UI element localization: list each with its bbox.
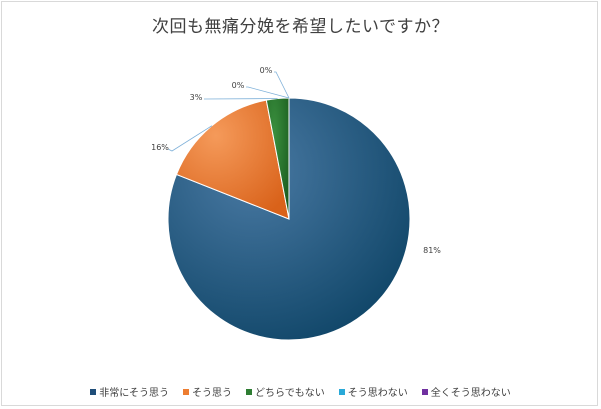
data-label: 0%: [232, 81, 245, 90]
legend-swatch: [338, 388, 345, 395]
legend-label: 全くそう思わない: [430, 388, 511, 399]
legend-label: 非常にそう思う: [99, 388, 170, 399]
chart-title: 次回も無痛分娩を希望したいですか？: [152, 17, 449, 37]
legend-item: 非常にそう思う: [90, 384, 169, 399]
legend-swatch: [90, 388, 97, 395]
legend-label: そう思う: [192, 388, 233, 399]
legend-swatch: [246, 388, 253, 395]
legend-label: どちらでもない: [255, 388, 325, 399]
data-label: 3%: [190, 93, 203, 102]
legend-item: そう思わない: [338, 384, 408, 399]
legend-swatch: [183, 388, 190, 395]
chart-legend: 非常にそう思う そう思う どちらでもない そう思わない 全くそう思わない: [0, 384, 601, 399]
pie-slice: [175, 99, 290, 220]
leader-line: [274, 71, 290, 99]
legend-item: どちらでもない: [246, 384, 325, 399]
data-label: 81%: [423, 246, 441, 255]
data-label: 0%: [260, 66, 273, 75]
legend-item: そう思う: [183, 384, 232, 399]
data-label: 16%: [151, 143, 169, 152]
leader-line: [246, 86, 290, 99]
legend-swatch: [421, 388, 428, 395]
legend-label: そう思わない: [347, 388, 408, 399]
legend-item: 全くそう思わない: [421, 384, 511, 399]
leader-line: [167, 125, 213, 152]
